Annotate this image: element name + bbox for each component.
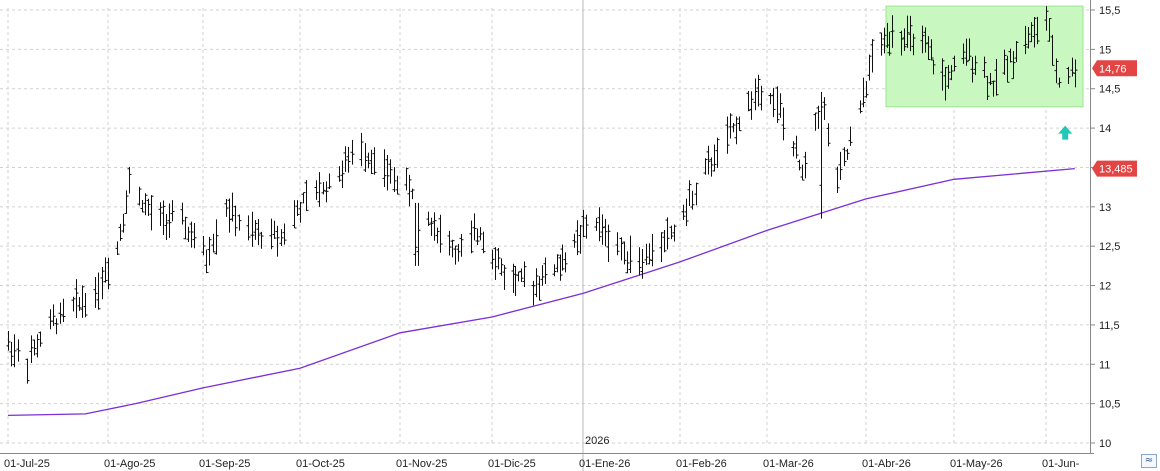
moving-average-tag-label: 13,485 bbox=[1099, 164, 1133, 176]
x-tick-label: 01-Jul-25 bbox=[4, 458, 50, 470]
y-tick-label: 12,5 bbox=[1099, 241, 1120, 253]
y-tick-label: 15,5 bbox=[1099, 5, 1120, 17]
y-tick-label: 15 bbox=[1099, 44, 1111, 56]
moving-average-tag-background bbox=[1092, 160, 1137, 177]
x-tick-label: 01-Dic-25 bbox=[488, 458, 536, 470]
up-arrow-shape bbox=[1058, 125, 1073, 140]
y-tick-label: 12 bbox=[1099, 281, 1111, 293]
y-tick-label: 11 bbox=[1099, 359, 1110, 371]
last-price-tag-background bbox=[1092, 60, 1137, 77]
x-axis-tick-labels: 01-Jul-25 01-Ago-25 01-Sep-25 01-Oct-25 01-N… bbox=[4, 458, 1080, 470]
x-tick-label: 01-Feb-26 bbox=[676, 458, 727, 470]
x-tick-label: 01-May-26 bbox=[950, 458, 1003, 470]
grid bbox=[0, 0, 1090, 471]
y-tick-label: 10,5 bbox=[1099, 399, 1120, 411]
x-tick-label: 01-Mar-26 bbox=[763, 458, 814, 470]
last-price-tag: 14,76 bbox=[1092, 60, 1137, 77]
x-tick-label: 01-Jun- bbox=[1042, 458, 1080, 470]
x-tick-label: 01-Abr-26 bbox=[862, 458, 911, 470]
last-price-tag-label: 14,76 bbox=[1099, 63, 1127, 75]
moving-average-tag: 13,485 bbox=[1092, 160, 1137, 177]
x-tick-label: 01-Ago-25 bbox=[104, 458, 155, 470]
y-tick-label: 14,5 bbox=[1099, 84, 1120, 96]
moving-average-series bbox=[7, 167, 1075, 417]
scale-toggle-icon[interactable]: ≈ bbox=[1141, 454, 1157, 468]
highlight-zone bbox=[885, 5, 1084, 108]
x-tick-label: 01-Sep-25 bbox=[199, 458, 250, 470]
year-marker-label: 2026 bbox=[585, 435, 609, 447]
x-tick-label: 01-Ene-26 bbox=[579, 458, 630, 470]
up-arrow-icon bbox=[1058, 125, 1073, 140]
y-tick-label: 14 bbox=[1099, 123, 1111, 135]
moving-average-line bbox=[7, 167, 1075, 417]
price-series bbox=[6, 6, 1078, 384]
y-tick-label: 13 bbox=[1099, 202, 1111, 214]
y-tick-label: 11,5 bbox=[1099, 320, 1120, 332]
x-tick-label: 01-Oct-25 bbox=[296, 458, 345, 470]
y-tick-label: 10 bbox=[1099, 438, 1111, 450]
x-tick-label: 01-Nov-25 bbox=[396, 458, 447, 470]
axes bbox=[0, 0, 1095, 454]
